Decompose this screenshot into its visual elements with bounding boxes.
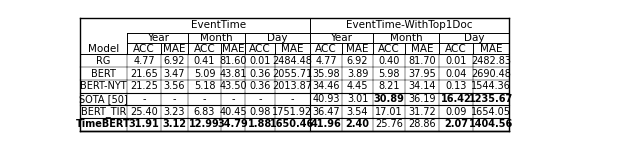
Text: 5.98: 5.98 — [378, 69, 400, 79]
Text: 36.19: 36.19 — [408, 94, 436, 104]
Text: 12.99: 12.99 — [189, 120, 220, 130]
Text: -: - — [231, 94, 235, 104]
Text: 3.23: 3.23 — [164, 107, 185, 117]
Text: 43.50: 43.50 — [220, 81, 247, 91]
Text: 2055.71: 2055.71 — [272, 69, 312, 79]
Text: 31.91: 31.91 — [129, 120, 159, 130]
Text: -: - — [203, 94, 206, 104]
Text: 3.12: 3.12 — [163, 120, 186, 130]
Text: 34.14: 34.14 — [408, 81, 436, 91]
Text: -: - — [259, 94, 262, 104]
Text: TimeBERT: TimeBERT — [76, 120, 131, 130]
Text: 3.01: 3.01 — [347, 94, 368, 104]
Text: MAE: MAE — [346, 44, 369, 54]
Text: 40.45: 40.45 — [220, 107, 247, 117]
Text: 6.83: 6.83 — [194, 107, 215, 117]
Text: 1235.67: 1235.67 — [469, 94, 513, 104]
Text: ACC: ACC — [315, 44, 337, 54]
Text: 31.72: 31.72 — [408, 107, 436, 117]
Text: 81.70: 81.70 — [408, 56, 436, 66]
Text: RG: RG — [97, 56, 111, 66]
Text: 5.09: 5.09 — [194, 69, 215, 79]
Text: Day: Day — [267, 33, 287, 43]
Text: 0.01: 0.01 — [250, 56, 271, 66]
Text: ACC: ACC — [378, 44, 400, 54]
Text: 0.13: 0.13 — [445, 81, 467, 91]
Text: 25.76: 25.76 — [375, 120, 403, 130]
Text: MAE: MAE — [480, 44, 502, 54]
Text: 6.92: 6.92 — [164, 56, 185, 66]
Text: 34.79: 34.79 — [218, 120, 248, 130]
Text: Year: Year — [147, 33, 168, 43]
Text: 1.88: 1.88 — [248, 120, 272, 130]
Text: -: - — [291, 94, 294, 104]
Text: ACC: ACC — [249, 44, 271, 54]
Text: 1404.56: 1404.56 — [469, 120, 513, 130]
Text: 2.07: 2.07 — [444, 120, 468, 130]
Text: 2.40: 2.40 — [346, 120, 369, 130]
Text: 0.09: 0.09 — [445, 107, 467, 117]
Text: 3.89: 3.89 — [347, 69, 368, 79]
Text: 0.36: 0.36 — [250, 69, 271, 79]
Text: 6.92: 6.92 — [347, 56, 368, 66]
Text: 1650.46: 1650.46 — [270, 120, 314, 130]
Text: Day: Day — [464, 33, 484, 43]
Text: MAE: MAE — [222, 44, 244, 54]
Text: 0.36: 0.36 — [250, 81, 271, 91]
Text: 81.60: 81.60 — [220, 56, 247, 66]
Text: ACC: ACC — [194, 44, 216, 54]
Text: 4.77: 4.77 — [133, 56, 155, 66]
Text: 34.46: 34.46 — [312, 81, 340, 91]
Text: MAE: MAE — [163, 44, 186, 54]
Text: 2484.48: 2484.48 — [273, 56, 312, 66]
Text: 1654.05: 1654.05 — [471, 107, 511, 117]
Text: 4.45: 4.45 — [347, 81, 368, 91]
Text: 0.01: 0.01 — [445, 56, 467, 66]
Text: 17.01: 17.01 — [375, 107, 403, 117]
Text: Year: Year — [330, 33, 352, 43]
Text: EventTime: EventTime — [191, 20, 246, 30]
Text: 4.77: 4.77 — [316, 56, 337, 66]
Text: BERT-NYT: BERT-NYT — [80, 81, 127, 91]
Text: -: - — [173, 94, 176, 104]
Text: 2013.87: 2013.87 — [272, 81, 312, 91]
Text: ACC: ACC — [133, 44, 155, 54]
Text: 2482.83: 2482.83 — [471, 56, 511, 66]
Text: BERT_TIR: BERT_TIR — [81, 106, 126, 117]
Text: Model: Model — [88, 44, 119, 54]
Text: EventTime-WithTop1Doc: EventTime-WithTop1Doc — [346, 20, 472, 30]
Text: 5.18: 5.18 — [194, 81, 215, 91]
Text: 21.65: 21.65 — [130, 69, 158, 79]
Text: 0.40: 0.40 — [378, 56, 400, 66]
Text: 1544.36: 1544.36 — [471, 81, 511, 91]
Text: 30.89: 30.89 — [374, 94, 404, 104]
Text: 43.81: 43.81 — [220, 69, 247, 79]
Text: Month: Month — [200, 33, 233, 43]
Text: BERT: BERT — [91, 69, 116, 79]
Text: 25.40: 25.40 — [130, 107, 158, 117]
Text: 16.42: 16.42 — [441, 94, 472, 104]
Text: 40.93: 40.93 — [312, 94, 340, 104]
Text: 0.98: 0.98 — [250, 107, 271, 117]
Text: SOTA [50]: SOTA [50] — [79, 94, 128, 104]
Text: 28.86: 28.86 — [408, 120, 436, 130]
Text: 3.47: 3.47 — [164, 69, 185, 79]
Text: -: - — [142, 94, 146, 104]
Text: 3.56: 3.56 — [164, 81, 185, 91]
Text: Month: Month — [390, 33, 422, 43]
Text: 0.04: 0.04 — [445, 69, 467, 79]
Text: 35.98: 35.98 — [312, 69, 340, 79]
Text: 21.25: 21.25 — [130, 81, 158, 91]
Text: MAE: MAE — [411, 44, 433, 54]
Text: 8.21: 8.21 — [378, 81, 400, 91]
Text: ACC: ACC — [445, 44, 467, 54]
Text: 2690.48: 2690.48 — [471, 69, 511, 79]
Text: 41.96: 41.96 — [310, 120, 341, 130]
Text: 37.95: 37.95 — [408, 69, 436, 79]
Text: 1751.92: 1751.92 — [272, 107, 312, 117]
Text: MAE: MAE — [281, 44, 303, 54]
Text: 0.41: 0.41 — [194, 56, 215, 66]
Text: 3.54: 3.54 — [347, 107, 368, 117]
Text: 36.47: 36.47 — [312, 107, 340, 117]
